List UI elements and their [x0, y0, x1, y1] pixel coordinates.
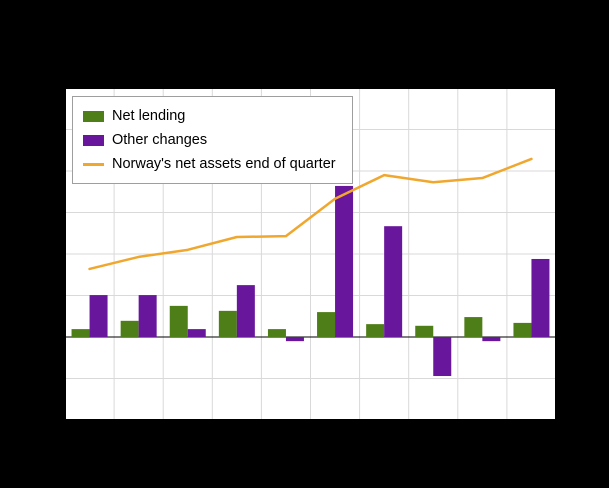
net-lending-swatch-icon: [83, 110, 104, 122]
legend-label-net-lending: Net lending: [112, 108, 186, 124]
legend-label-other-changes: Other changes: [112, 132, 208, 148]
legend: Net lending Other changes Norway's net a…: [72, 96, 353, 184]
legend-item-net-assets: Norway's net assets end of quarter: [83, 154, 336, 174]
legend-item-net-lending: Net lending: [83, 106, 336, 126]
net-assets-line-swatch-icon: [83, 162, 104, 166]
other-changes-swatch-icon: [83, 134, 104, 146]
legend-item-other-changes: Other changes: [83, 130, 336, 150]
legend-label-net-assets: Norway's net assets end of quarter: [112, 156, 336, 172]
plot-area: Net lending Other changes Norway's net a…: [65, 88, 556, 420]
